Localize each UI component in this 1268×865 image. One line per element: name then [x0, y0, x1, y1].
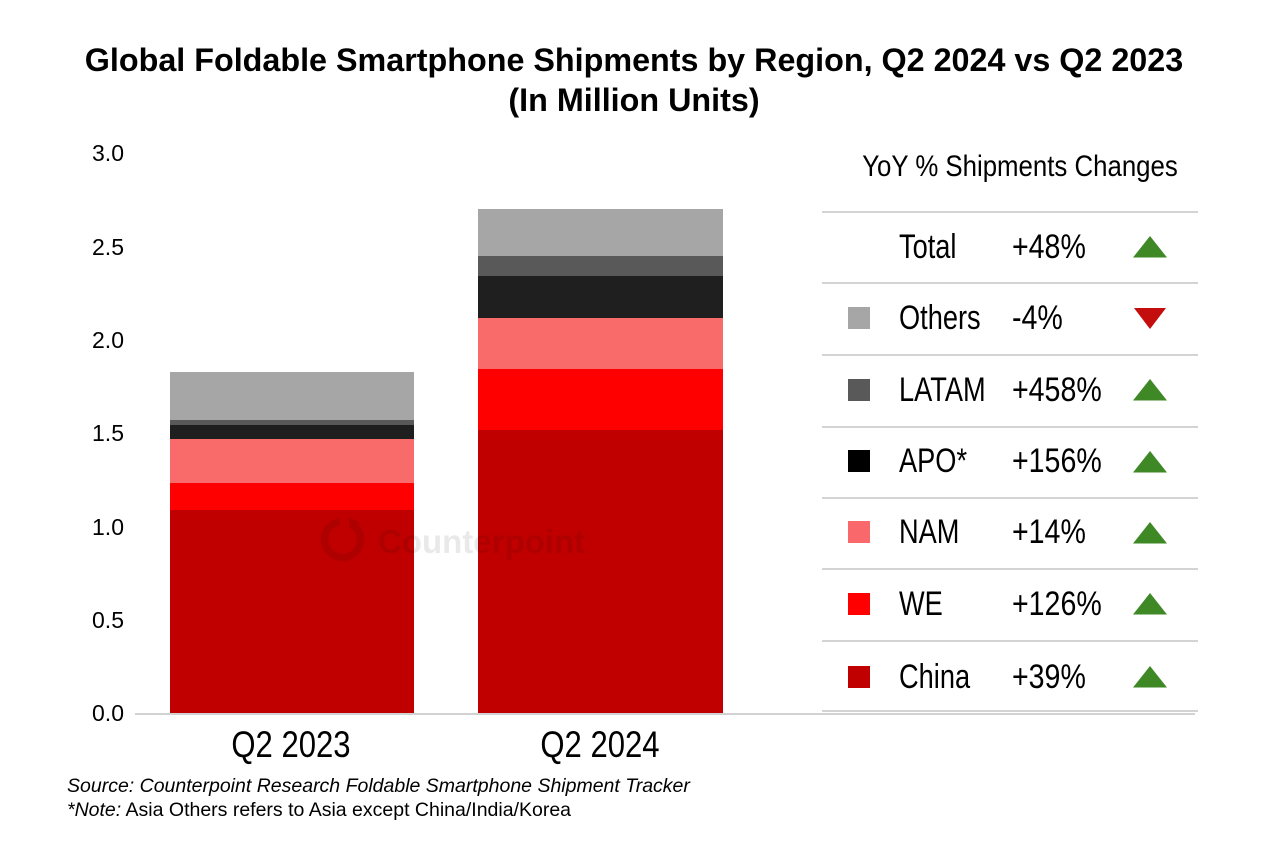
svg-text:Counterpoint: Counterpoint [378, 523, 585, 560]
